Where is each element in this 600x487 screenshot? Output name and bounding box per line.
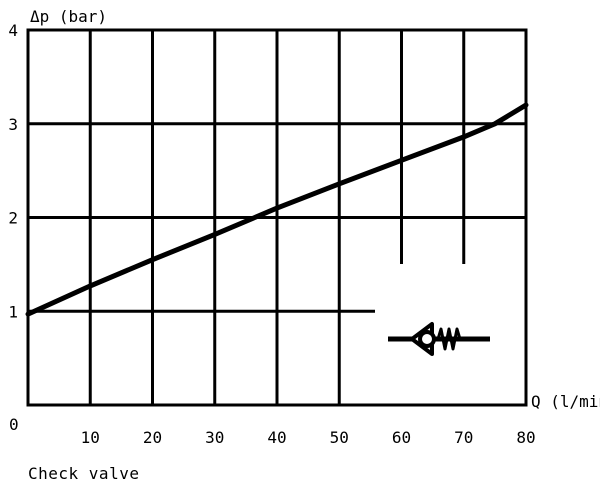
x-tick-label: 30 — [205, 428, 224, 447]
series-line — [25, 102, 529, 317]
plot-frame — [26, 28, 528, 407]
tick-labels: 10 20 30 40 50 60 70 80 1 2 3 4 — [8, 21, 535, 447]
chart-caption: Check valve — [28, 464, 140, 483]
x-tick-label: 50 — [330, 428, 349, 447]
x-tick-label: 60 — [392, 428, 411, 447]
check-valve-icon — [388, 322, 490, 356]
x-tick-label: 10 — [81, 428, 100, 447]
x-tick-label: 40 — [267, 428, 286, 447]
y-tick-label: 3 — [8, 115, 18, 134]
grid-layer — [28, 30, 526, 405]
y-axis-label: Δp (bar) — [30, 7, 107, 26]
y-tick-label: 4 — [8, 21, 18, 40]
x-axis-label: Q (l/min) — [531, 392, 600, 411]
x-tick-label: 80 — [516, 428, 535, 447]
origin-label: 0 — [9, 415, 19, 434]
x-tick-label: 20 — [143, 428, 162, 447]
y-tick-label: 2 — [8, 209, 18, 228]
x-tick-label: 70 — [454, 428, 473, 447]
y-tick-label: 1 — [8, 302, 18, 321]
